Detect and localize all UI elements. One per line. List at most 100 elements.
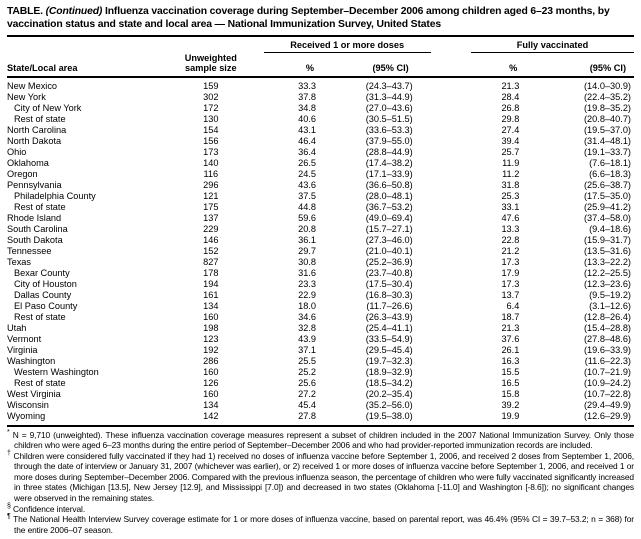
- state-local-area-cell: El Paso County: [14, 300, 78, 311]
- dose1-ci-cell: (17.5–30.4): [365, 278, 413, 289]
- dose1-ci-cell: (36.7–53.2): [365, 201, 413, 212]
- dose1-pct-cell: 25.2: [298, 366, 317, 377]
- state-local-area-cell: New Mexico: [7, 80, 58, 91]
- dose1-ci-cell: (37.9–55.0): [365, 135, 413, 146]
- gap-cell: [431, 103, 471, 114]
- state-local-area-cell: Dallas County: [14, 289, 72, 300]
- dose1-pct-cell: 43.1: [298, 124, 317, 135]
- header-dose1-pct: %: [305, 62, 315, 73]
- table-title-text: Influenza vaccination coverage during Se…: [7, 6, 610, 30]
- full-ci-cell: (25.6–38.7): [584, 179, 631, 190]
- dose1-pct-cell: 43.6: [298, 179, 317, 190]
- full-pct-cell: 11.9: [502, 157, 520, 168]
- full-pct-cell: 26.8: [501, 102, 520, 113]
- sample-size-cell: 192: [203, 344, 219, 355]
- dose1-ci-cell: (17.1–33.9): [365, 168, 413, 179]
- full-ci-cell: (25.9–41.2): [584, 201, 631, 212]
- dose1-ci-cell: (25.4–41.1): [365, 322, 413, 333]
- gap-cell: [431, 180, 471, 191]
- table-row: North Dakota 156 46.4 (37.9–55.0) 39.4 (31.4–…: [7, 136, 634, 147]
- header-full-ci: (95% CI): [589, 62, 626, 73]
- dose1-pct-cell: 37.5: [298, 190, 317, 201]
- full-pct-cell: 39.4: [501, 135, 520, 146]
- sample-size-cell: 160: [203, 311, 219, 322]
- footnote-marker: §: [7, 502, 11, 510]
- header-state-local-area: State/Local area: [7, 62, 78, 73]
- header-group-fully: Fully vaccinated: [470, 36, 634, 53]
- gap-cell: [431, 268, 471, 279]
- table-row: West Virginia 160 27.2 (20.2–35.4) 15.8 (10.7…: [7, 389, 634, 400]
- table-title-continued: (Continued): [45, 6, 103, 17]
- full-pct-cell: 25.3: [501, 190, 520, 201]
- gap-cell: [431, 158, 471, 169]
- dose1-ci-cell: (24.3–43.7): [365, 80, 413, 91]
- full-ci-cell: (13.3–22.2): [584, 256, 631, 267]
- gap-cell: [431, 224, 471, 235]
- table-row: City of New York 172 34.8 (27.0–43.6) 26.8 (1…: [7, 103, 634, 114]
- dose1-pct-cell: 26.5: [298, 157, 317, 168]
- gap-cell: [431, 290, 471, 301]
- header-unweighted-line1: Unweighted: [184, 52, 237, 63]
- state-local-area-cell: City of Houston: [14, 278, 77, 289]
- sample-size-cell: 137: [203, 212, 219, 223]
- sample-size-cell: 160: [203, 366, 219, 377]
- full-pct-cell: 6.4: [506, 300, 520, 311]
- table-row: Philadelphia County 121 37.5 (28.0–48.1) 25.…: [7, 191, 634, 202]
- full-ci-cell: (19.6–33.9): [584, 344, 631, 355]
- full-ci-cell: (19.1–33.7): [584, 146, 631, 157]
- table-row: Western Washington 160 25.2 (18.9–32.9) 15.5…: [7, 367, 634, 378]
- gap-cell: [431, 114, 471, 125]
- full-pct-cell: 21.2: [501, 245, 520, 256]
- state-local-area-cell: Philadelphia County: [14, 190, 96, 201]
- gap-cell: [431, 279, 471, 290]
- full-ci-cell: (14.0–30.9): [584, 80, 631, 91]
- footnote: † Children were considered fully vaccina…: [7, 450, 635, 504]
- dose1-ci-cell: (11.7–26.6): [366, 300, 413, 311]
- gap-cell: [431, 191, 471, 202]
- header-spacer-gap: [431, 36, 471, 53]
- full-ci-cell: (11.6–22.3): [584, 355, 631, 366]
- table-title: TABLE. (Continued) Influenza vaccination…: [7, 5, 634, 31]
- full-pct-cell: 47.6: [501, 212, 520, 223]
- state-local-area-cell: Western Washington: [14, 366, 99, 377]
- table-title-label: TABLE.: [7, 6, 43, 17]
- table-row: Pennsylvania 296 43.6 (36.6–50.8) 31.8 (25.6–…: [7, 180, 634, 191]
- header-full-pct: %: [509, 62, 518, 73]
- dose1-pct-cell: 30.8: [298, 256, 317, 267]
- dose1-ci-cell: (35.2–56.0): [365, 399, 413, 410]
- full-pct-cell: 17.3: [501, 278, 520, 289]
- header-spacer-area: [7, 36, 158, 53]
- full-pct-cell: 19.9: [501, 410, 520, 421]
- footnote-marker: ¶: [7, 513, 11, 521]
- gap-cell: [431, 400, 471, 411]
- dose1-pct-cell: 43.9: [298, 333, 317, 344]
- footnote-text: Children were considered fully vaccinate…: [11, 450, 635, 504]
- sample-size-cell: 154: [203, 124, 219, 135]
- full-ci-cell: (13.5–31.6): [584, 245, 631, 256]
- table-row: Dallas County 161 22.9 (16.8–30.3) 13.7 (9.5–…: [7, 290, 634, 301]
- sample-size-cell: 296: [203, 179, 219, 190]
- dose1-pct-cell: 29.7: [298, 245, 317, 256]
- full-pct-cell: 31.8: [501, 179, 520, 190]
- sample-size-cell: 130: [203, 113, 219, 124]
- gap-cell: [431, 257, 471, 268]
- header-spacer-n: [158, 36, 264, 53]
- gap-cell: [431, 147, 471, 158]
- sample-size-cell: 827: [203, 256, 219, 267]
- table-row: Rest of state 175 44.8 (36.7–53.2) 33.1 (25.9…: [7, 202, 634, 213]
- state-local-area-cell: Tennessee: [7, 245, 52, 256]
- full-pct-cell: 11.2: [502, 168, 520, 179]
- full-ci-cell: (15.9–31.7): [584, 234, 631, 245]
- full-ci-cell: (19.5–37.0): [584, 124, 631, 135]
- sample-size-cell: 194: [203, 278, 219, 289]
- full-pct-cell: 13.7: [501, 289, 520, 300]
- state-local-area-cell: Pennsylvania: [7, 179, 62, 190]
- gap-cell: [431, 77, 471, 92]
- table-row: Wisconsin 134 45.4 (35.2–56.0) 39.2 (29.4–49.…: [7, 400, 634, 411]
- full-pct-cell: 37.6: [501, 333, 520, 344]
- gap-cell: [431, 92, 471, 103]
- gap-cell: [431, 389, 471, 400]
- gap-cell: [431, 378, 471, 389]
- dose1-ci-cell: (26.3–43.9): [365, 311, 413, 322]
- state-local-area-cell: South Dakota: [7, 234, 63, 245]
